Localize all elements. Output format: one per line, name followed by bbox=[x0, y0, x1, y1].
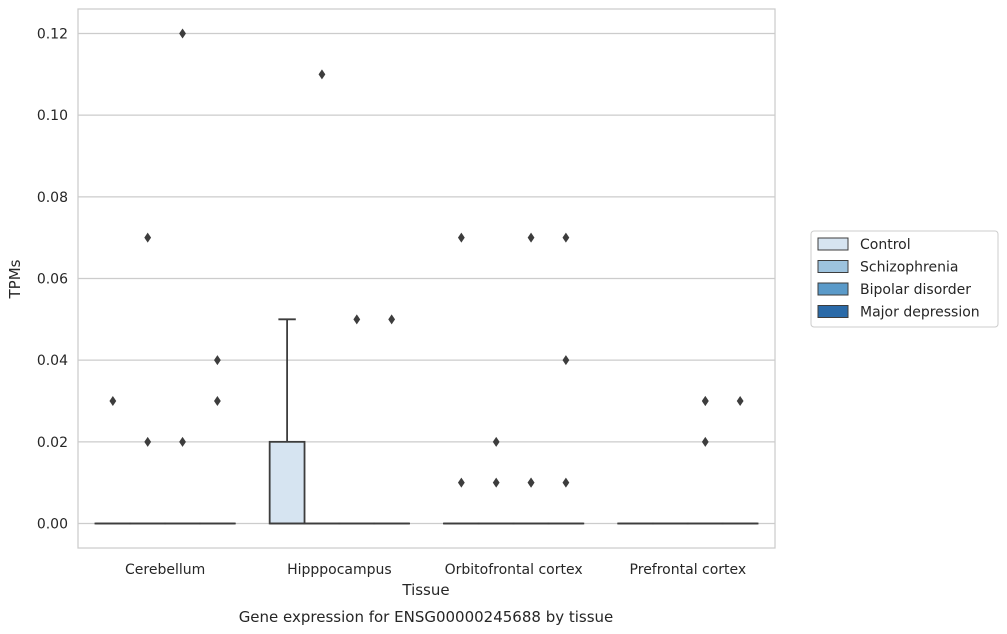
y-tick-label: 0.08 bbox=[37, 190, 68, 206]
x-tick-labels: Cerebellum Hipppocampus Orbitofrontal cort… bbox=[125, 562, 746, 578]
outlier-point bbox=[527, 232, 535, 243]
legend-label: Schizophrenia bbox=[860, 260, 958, 276]
outliers bbox=[109, 28, 744, 488]
outlier-point bbox=[144, 436, 152, 447]
y-tick-label: 0.04 bbox=[37, 353, 68, 369]
x-axis-label: Tissue bbox=[401, 581, 449, 599]
outlier-point bbox=[492, 477, 500, 488]
outlier-point bbox=[701, 436, 709, 447]
outlier-point bbox=[457, 232, 465, 243]
box-body bbox=[268, 440, 306, 525]
y-tick-labels: 0.00 0.02 0.04 0.06 0.08 0.10 0.12 bbox=[37, 27, 68, 533]
outlier-point bbox=[353, 314, 361, 325]
y-tick-label: 0.06 bbox=[37, 272, 68, 288]
figure-caption: Gene expression for ENSG00000245688 by t… bbox=[239, 608, 614, 626]
y-tick-label: 0.02 bbox=[37, 435, 68, 451]
outlier-point bbox=[109, 396, 117, 406]
outlier-point bbox=[562, 477, 570, 488]
outlier-point bbox=[701, 396, 709, 406]
outlier-point bbox=[179, 436, 186, 447]
outlier-point bbox=[144, 232, 152, 243]
legend-label: Major depression bbox=[860, 305, 980, 321]
y-tick-label: 0.10 bbox=[37, 108, 68, 124]
outlier-point bbox=[388, 314, 396, 325]
outlier-point bbox=[179, 28, 186, 39]
legend-frame bbox=[810, 230, 999, 328]
outlier-point bbox=[318, 69, 326, 80]
x-tick-label: Cerebellum bbox=[125, 562, 205, 578]
outlier-point bbox=[492, 436, 500, 447]
outlier-point bbox=[527, 477, 535, 488]
x-tick-label: Hipppocampus bbox=[287, 562, 392, 578]
x-tick-label: Prefrontal cortex bbox=[630, 562, 747, 578]
legend-swatch bbox=[817, 282, 849, 296]
boxes bbox=[94, 318, 759, 525]
outlier-point bbox=[562, 232, 570, 243]
legend-swatch bbox=[817, 305, 849, 318]
y-tick-label: 0.12 bbox=[37, 27, 68, 43]
box-control bbox=[268, 318, 306, 525]
outlier-point bbox=[562, 355, 570, 366]
legend: Control Schizophrenia Bipolar disorder Majo… bbox=[810, 230, 999, 328]
legend-swatch bbox=[817, 237, 849, 251]
plot-frame bbox=[77, 8, 776, 549]
legend-label: Control bbox=[860, 237, 911, 253]
outlier-point bbox=[736, 396, 744, 406]
outlier-point bbox=[214, 355, 221, 366]
y-tick-label: 0.00 bbox=[37, 517, 68, 533]
legend-swatch bbox=[817, 260, 849, 273]
legend-label: Bipolar disorder bbox=[860, 282, 971, 298]
x-tick-label: Orbitofrontal cortex bbox=[445, 562, 583, 578]
outlier-point bbox=[214, 396, 221, 406]
outlier-point bbox=[457, 477, 465, 488]
y-axis-label: TPMs bbox=[6, 259, 24, 299]
